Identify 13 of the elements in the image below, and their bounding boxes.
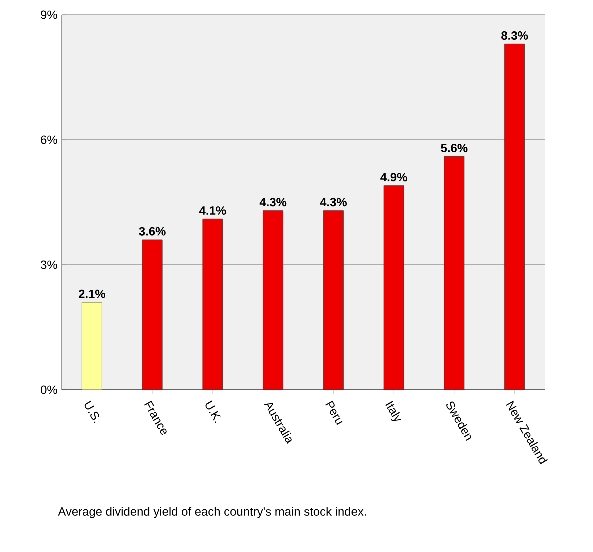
y-tick-label: 9% — [41, 10, 58, 20]
data-label: 5.6% — [441, 144, 468, 152]
y-tick-label: 6% — [41, 136, 58, 144]
data-label: 4.1% — [200, 206, 226, 215]
y-tick-label: 3% — [40, 260, 58, 270]
data-label: 4.9% — [380, 173, 408, 182]
text: Average dividend yield of each country's main stock index. — [58, 507, 366, 518]
data-label: 2.1% — [78, 290, 106, 298]
data-label: 3.6% — [139, 227, 166, 236]
data-label: 8.3% — [502, 32, 528, 40]
data-label: 4.3% — [260, 198, 287, 207]
y-tick-label: 0% — [41, 386, 58, 394]
data-label: 4.3% — [320, 198, 347, 207]
